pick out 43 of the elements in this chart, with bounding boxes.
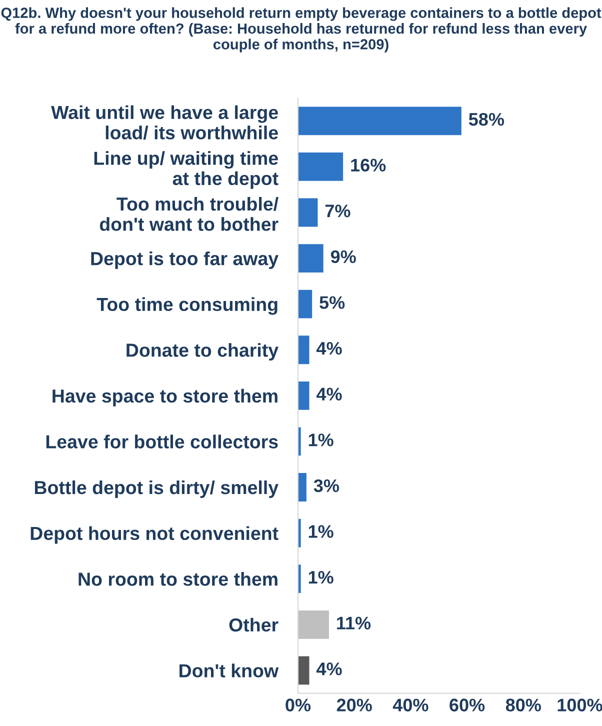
- y-tick-label: Leave for bottle collectors: [46, 434, 278, 448]
- data-label: 11%: [337, 616, 371, 630]
- y-tick-label: Line up/ waiting time at the depot: [94, 151, 278, 189]
- y-tick-label: Too time consuming: [96, 297, 278, 315]
- y-tick-label: Other: [229, 618, 278, 632]
- data-label: 5%: [320, 296, 345, 309]
- data-label: 9%: [330, 250, 356, 264]
- bar: [298, 473, 306, 502]
- data-label: 1%: [308, 525, 334, 538]
- x-tick-label: 80%: [506, 698, 541, 712]
- x-tick-label: 60%: [450, 698, 485, 712]
- data-label: 1%: [308, 434, 334, 446]
- x-tick-label: 40%: [392, 698, 428, 712]
- data-label: 3%: [314, 479, 340, 492]
- x-tick-label: 0%: [286, 698, 311, 712]
- x-tick-label: 20%: [336, 698, 372, 712]
- data-label: 4%: [316, 662, 342, 676]
- bar: [298, 106, 462, 136]
- x-tick-label: 100%: [558, 698, 602, 712]
- bar: [298, 152, 344, 181]
- data-label: 7%: [325, 204, 350, 218]
- y-tick-label: Wait until we have a large load/ its worthwhile: [51, 105, 278, 140]
- y-tick-label: No room to store them: [78, 572, 278, 586]
- data-label: 58%: [468, 112, 504, 126]
- bar: [298, 198, 318, 227]
- bar: [298, 244, 324, 272]
- y-tick-label: Have space to store them: [52, 388, 278, 406]
- data-label: 1%: [308, 570, 334, 584]
- bar: [298, 290, 312, 318]
- data-label: 16%: [351, 158, 386, 172]
- data-label: 4%: [316, 388, 342, 400]
- y-tick-label: Bottle depot is dirty/ smelly: [34, 480, 278, 498]
- chart-title: Q12b. Why doesn't your household return empty beverage containers to a bottle depot for a refund more often? (Base: Household has returned for refund less than every couple of months, n=209): [1, 7, 602, 52]
- bar: [298, 336, 310, 364]
- data-label: 4%: [316, 342, 342, 355]
- y-tick-label: Donate to charity: [126, 343, 278, 361]
- bar: [298, 656, 310, 685]
- y-tick-label: Too much trouble/ don't want to bother: [100, 196, 278, 231]
- bar: [298, 381, 310, 410]
- y-tick-label: Don't know: [180, 664, 279, 678]
- bar: [298, 610, 329, 639]
- y-tick-label: Depot hours not convenient: [30, 526, 278, 544]
- y-tick-label: Depot is too far away: [91, 251, 278, 269]
